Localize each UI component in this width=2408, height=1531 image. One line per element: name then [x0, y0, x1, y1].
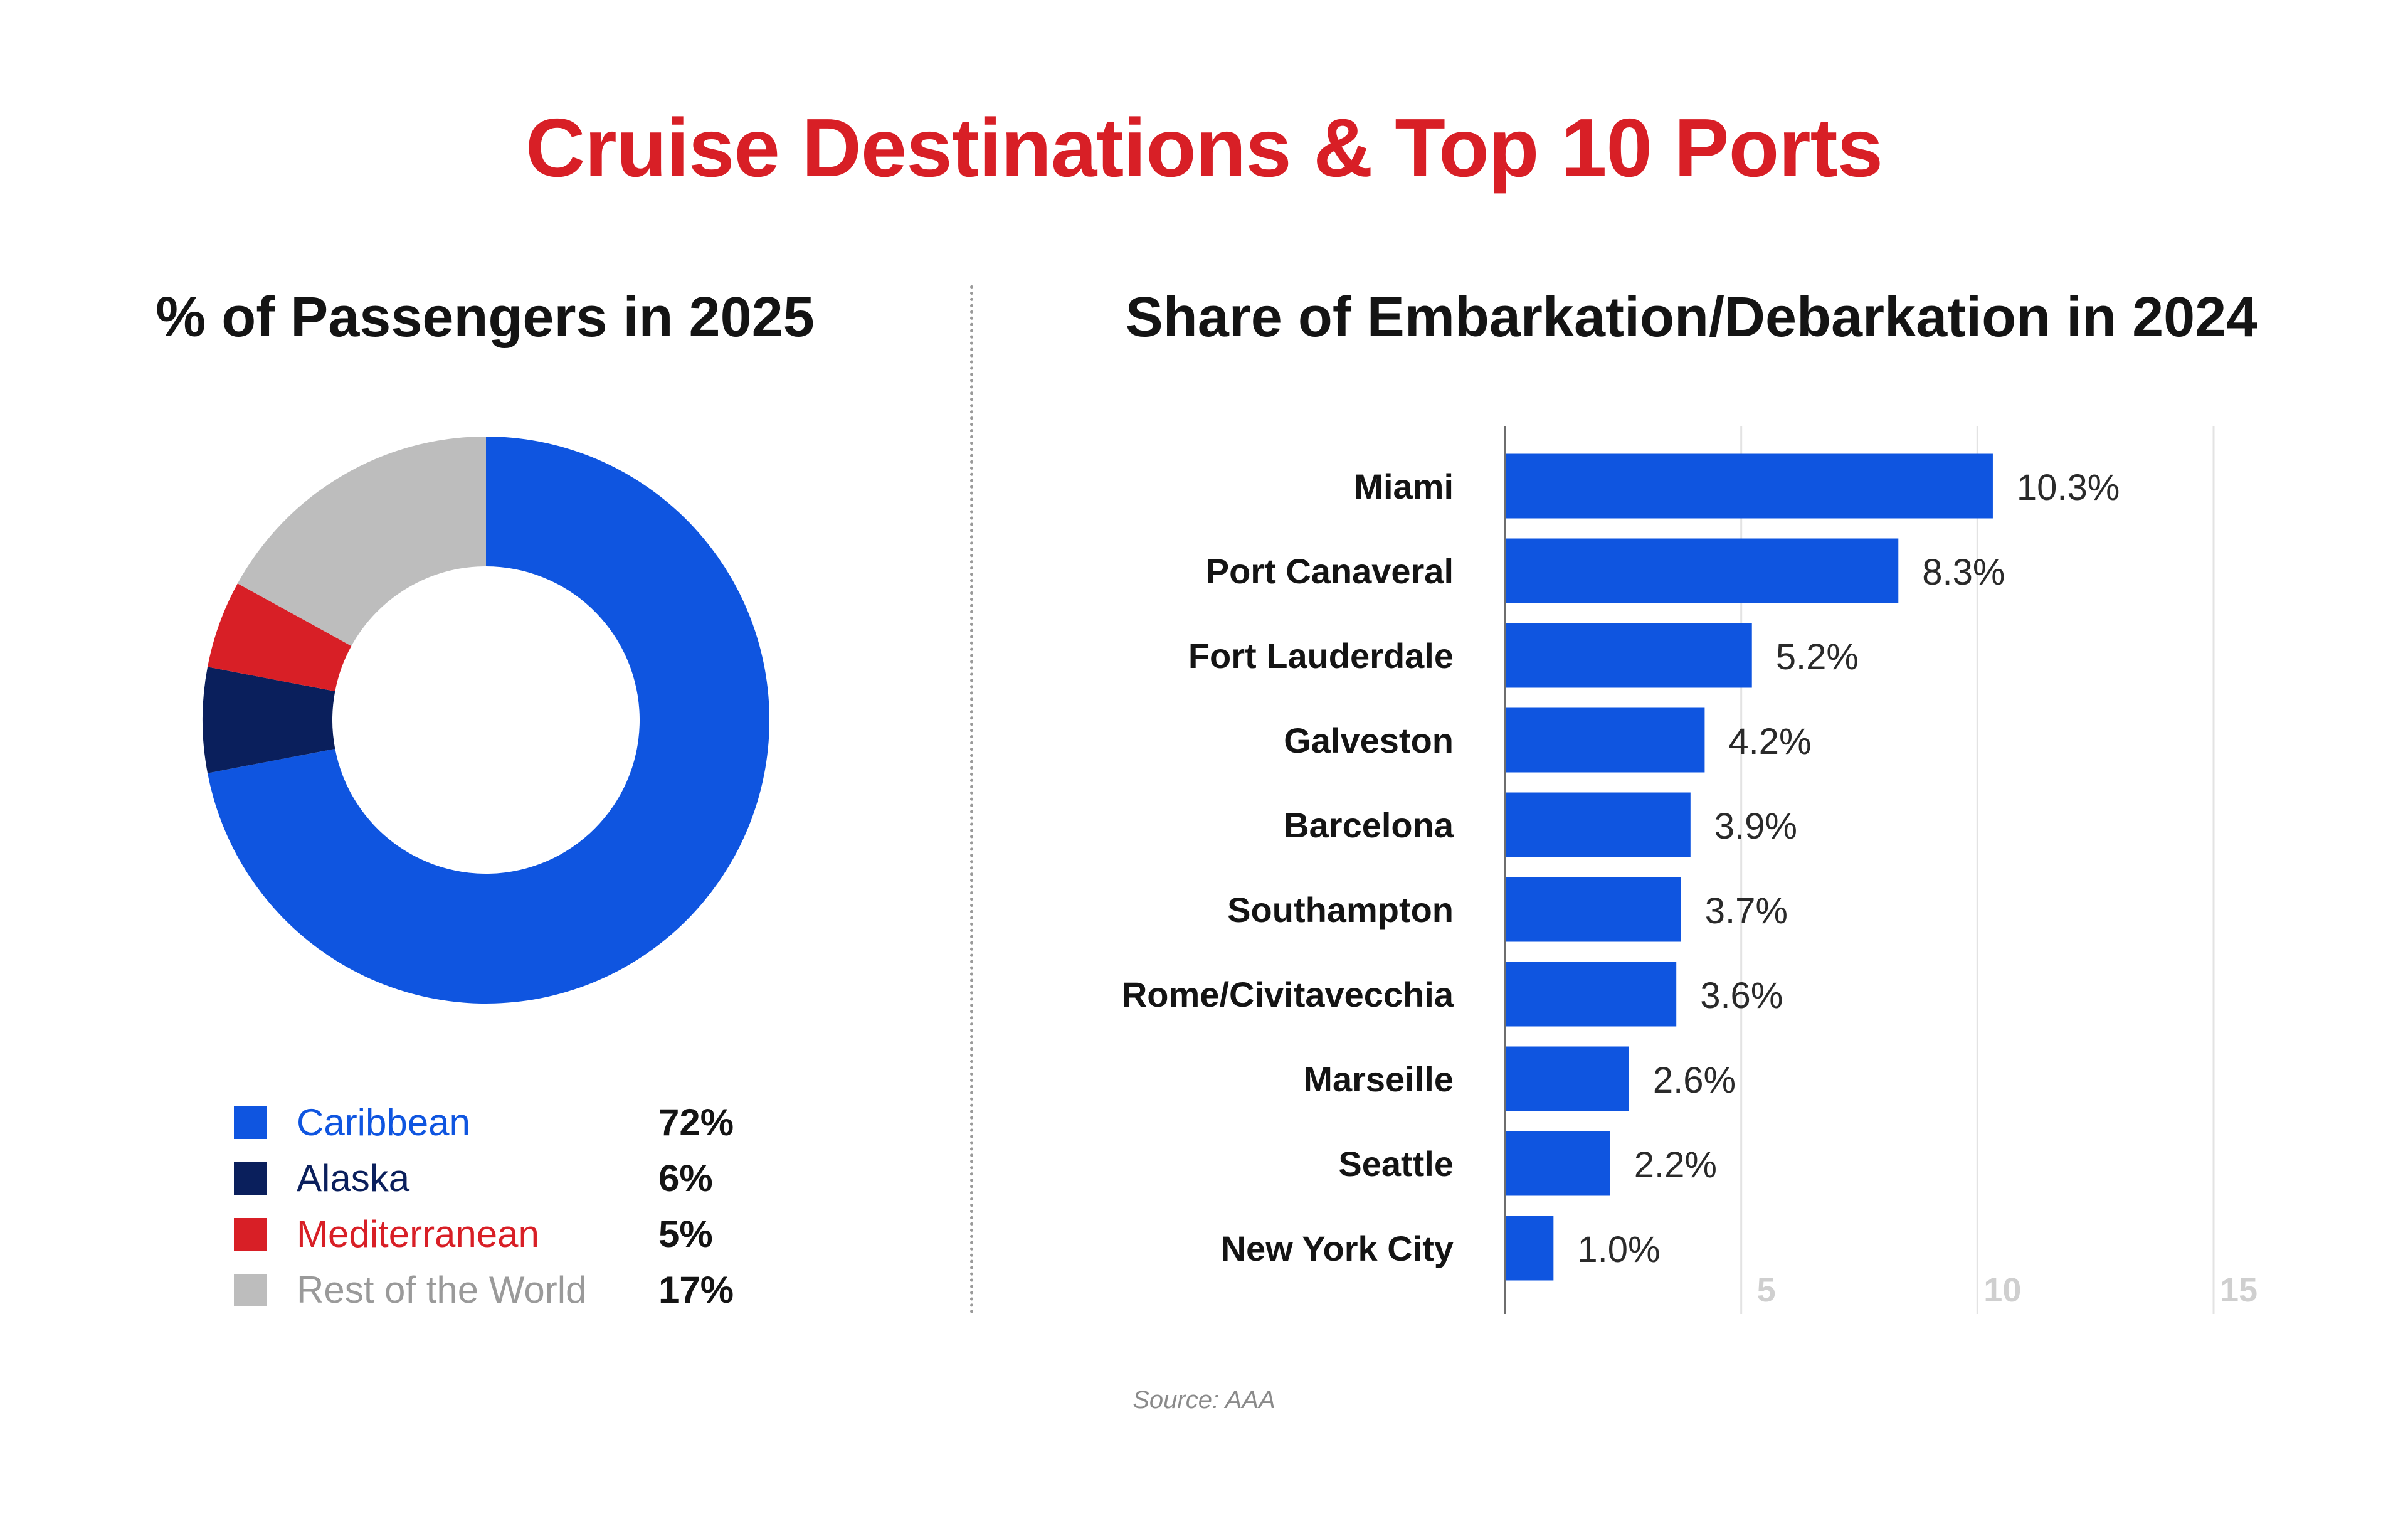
bar [1506, 962, 1677, 1027]
category-label: Miami [1354, 467, 1454, 506]
bar [1506, 1046, 1629, 1111]
legend-label: Rest of the World [297, 1269, 587, 1311]
bar [1506, 453, 1993, 519]
legend-value: 72% [658, 1101, 734, 1143]
category-label: Southampton [1227, 890, 1454, 930]
legend-value: 5% [658, 1213, 713, 1255]
data-label: 1.0% [1577, 1229, 1660, 1270]
category-label: Fort Lauderdale [1188, 636, 1454, 675]
x-tick-label: 10 [1983, 1271, 2021, 1309]
legend-item-alaska: Alaska 6% [232, 1153, 796, 1209]
legend-label: Alaska [297, 1157, 410, 1199]
data-label: 3.7% [1705, 891, 1788, 931]
bar [1506, 1131, 1610, 1196]
x-tick-label: 15 [2220, 1271, 2258, 1309]
category-label: Galveston [1284, 721, 1454, 760]
legend-swatch [234, 1274, 267, 1306]
bar [1506, 792, 1691, 857]
data-label: 4.2% [1728, 721, 1811, 762]
data-label: 2.6% [1653, 1060, 1736, 1101]
donut-title: % of Passengers in 2025 [156, 286, 815, 349]
legend-swatch [234, 1162, 267, 1195]
legend-value: 17% [658, 1269, 734, 1311]
section-divider [970, 285, 973, 1314]
bar [1506, 1216, 1554, 1281]
category-label: Rome/Civitavecchia [1122, 975, 1454, 1014]
bar [1506, 538, 1899, 603]
data-label: 3.9% [1714, 806, 1797, 847]
legend-value: 6% [658, 1157, 713, 1199]
donut-legend: Caribbean 72% Alaska 6% Mediterranean 5%… [232, 1098, 796, 1321]
legend-swatch [234, 1218, 267, 1251]
source-note: Source: AAA [1133, 1386, 1275, 1414]
bar-chart-title: Share of Embarkation/Debarkation in 2024 [1125, 286, 2258, 349]
legend-swatch [234, 1106, 267, 1139]
legend-item-mediterranean: Mediterranean 5% [232, 1209, 796, 1265]
legend-label: Mediterranean [297, 1213, 539, 1255]
data-label: 10.3% [2017, 467, 2120, 508]
donut-slice-mediterranean [208, 583, 352, 692]
bar [1506, 877, 1681, 942]
data-label: 3.6% [1700, 975, 1783, 1016]
legend-item-caribbean: Caribbean 72% [232, 1098, 796, 1153]
data-label: 5.2% [1776, 637, 1859, 677]
bar [1506, 707, 1705, 773]
bar [1506, 623, 1752, 688]
category-label: Seattle [1338, 1144, 1454, 1184]
category-label: Marseille [1303, 1059, 1454, 1099]
legend-item-rest-of-world: Rest of the World 17% [232, 1265, 796, 1321]
legend-label: Caribbean [297, 1101, 470, 1143]
donut-slice-alaska [203, 667, 335, 773]
category-label: New York City [1221, 1229, 1454, 1268]
category-label: Barcelona [1284, 805, 1454, 845]
category-label: Port Canaveral [1206, 551, 1454, 591]
donut-slice-rest-of-the-world [237, 437, 486, 646]
x-tick-label: 5 [1757, 1271, 1776, 1309]
page-title: Cruise Destinations & Top 10 Ports [525, 102, 1883, 194]
donut-slice-caribbean [208, 437, 769, 1004]
data-label: 8.3% [1922, 552, 2005, 593]
data-label: 2.2% [1634, 1145, 1717, 1185]
